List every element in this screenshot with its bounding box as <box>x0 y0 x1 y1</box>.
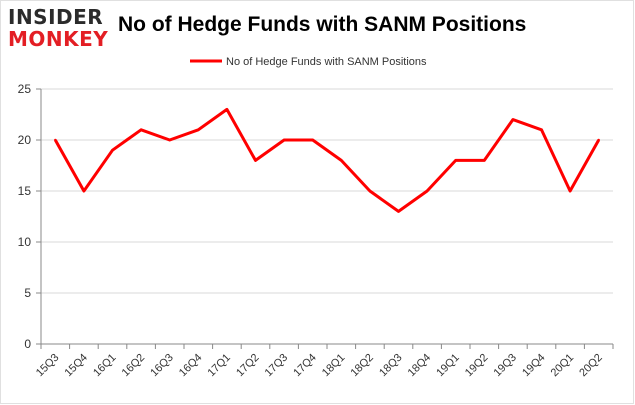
data-point <box>425 189 429 193</box>
y-tick-label: 10 <box>18 235 32 249</box>
x-tick-label: 16Q1 <box>91 352 119 380</box>
data-point <box>340 159 343 162</box>
axes <box>36 88 614 349</box>
x-tick-label: 20Q2 <box>577 352 605 380</box>
x-tick-label: 15Q3 <box>34 352 62 380</box>
x-tick-label: 20Q1 <box>549 352 577 380</box>
data-point <box>454 159 457 162</box>
x-tick-label: 19Q2 <box>463 352 491 380</box>
data-point <box>197 128 200 131</box>
legend: No of Hedge Funds with SANM Positions <box>190 56 427 68</box>
y-tick-label: 5 <box>24 286 31 300</box>
x-tick-label: 16Q3 <box>148 352 176 380</box>
data-point <box>397 210 400 213</box>
data-point <box>111 149 114 152</box>
data-point <box>82 189 86 193</box>
data-point <box>282 138 286 142</box>
data-point <box>168 138 171 142</box>
y-tick-labels: 0 5 10 15 20 25 <box>18 82 32 351</box>
legend-label: No of Hedge Funds with SANM Positions <box>226 56 427 68</box>
logo-text-insider: INSIDER <box>8 5 104 29</box>
data-point <box>254 159 257 162</box>
x-tick-label: 19Q1 <box>434 352 462 380</box>
grid-lines <box>41 88 613 294</box>
data-point <box>368 189 372 193</box>
y-tick-label: 0 <box>24 337 31 351</box>
data-point <box>568 189 572 193</box>
x-tick-label: 17Q1 <box>205 352 233 380</box>
data-point <box>597 138 600 142</box>
x-tick-label: 18Q2 <box>348 352 376 380</box>
y-tick-label: 20 <box>18 133 32 147</box>
logo-text-monkey: MONKEY <box>8 27 109 51</box>
data-point <box>225 108 229 111</box>
x-tick-label: 17Q2 <box>234 352 262 380</box>
x-tick-label: 15Q4 <box>62 352 90 380</box>
x-tick-label: 16Q4 <box>177 352 205 380</box>
x-tick-label: 18Q1 <box>320 352 348 380</box>
insider-monkey-logo: INSIDER MONKEY <box>8 6 116 52</box>
series-lines <box>53 107 601 213</box>
data-point <box>139 128 143 131</box>
x-tick-label: 19Q3 <box>491 352 519 380</box>
data-point <box>483 159 486 162</box>
x-tick-label: 18Q3 <box>377 352 405 380</box>
x-tick-label: 18Q4 <box>406 352 434 380</box>
x-tick-label: 19Q4 <box>520 352 548 380</box>
chart-title: No of Hedge Funds with SANM Positions <box>118 13 527 36</box>
x-tick-label: 16Q2 <box>120 352 148 380</box>
y-tick-label: 15 <box>18 184 32 198</box>
x-tick-label: 17Q3 <box>263 352 291 380</box>
data-point <box>511 118 515 121</box>
y-tick-label: 25 <box>18 82 32 96</box>
x-tick-label: 17Q4 <box>291 352 319 380</box>
series-line <box>53 107 601 213</box>
data-point <box>311 138 314 142</box>
data-point <box>540 128 543 131</box>
x-tick-labels: 15Q3 15Q4 16Q1 16Q2 16Q3 16Q4 17Q1 17Q2 17Q3 17Q4… <box>34 352 605 380</box>
data-point <box>54 138 57 142</box>
